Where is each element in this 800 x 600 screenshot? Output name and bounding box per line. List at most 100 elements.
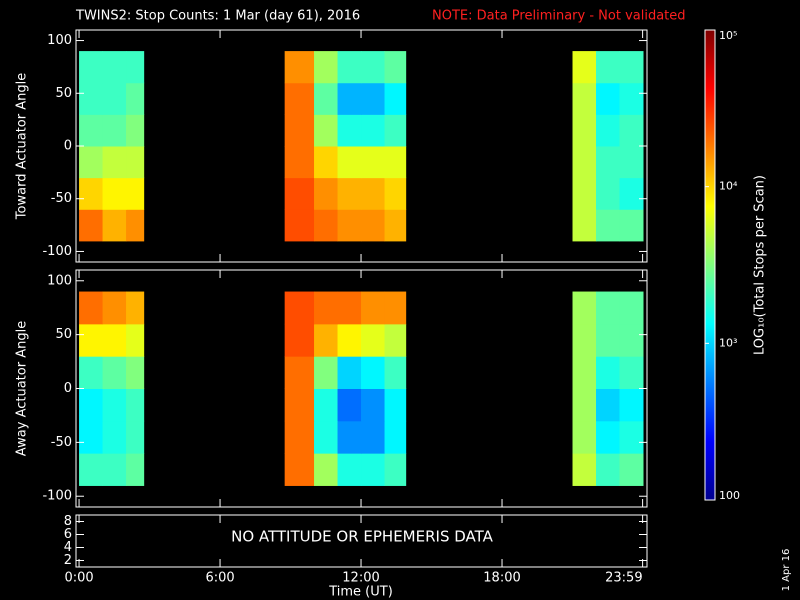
heat-cell [126,114,145,147]
x-tick-label: 18:00 [483,571,520,586]
heat-cell [79,291,104,325]
heat-cell [361,177,386,210]
heat-cell [79,82,104,115]
heat-cell [102,291,127,325]
colorbar-tick-label: 10³ [719,336,737,349]
heat-cell [314,114,339,147]
heat-cell [361,51,386,84]
heat-cell [314,388,339,422]
heat-cell [284,82,315,115]
note: NOTE: Data Preliminary - Not validated [432,9,686,24]
heat-cell [79,356,104,389]
heat-cell [572,323,597,357]
heat-cell [596,323,621,357]
heat-cell [337,209,362,242]
colorbar-tick-label: 10⁵ [719,29,737,42]
heat-cell [126,82,145,115]
heat-cell [79,420,104,454]
heat-cell [79,177,104,210]
heat-cell [361,146,386,179]
heat-cell [102,388,127,422]
heat-cell [337,291,362,325]
heat-cell [572,82,597,115]
date-stamp: 1 Apr 16 [781,549,792,592]
heat-cell [361,209,386,242]
heat-cell [596,453,621,486]
heat-cell [361,388,386,422]
heat-cell [337,51,362,84]
heat-cell [384,356,407,389]
heat-cell [314,420,339,454]
heat-cell [384,82,407,115]
heat-cell [572,453,597,486]
heat-cell [619,146,644,179]
x-axis-label: Time (UT) [328,585,393,600]
heat-cell [572,356,597,389]
heat-cell [572,388,597,422]
y-axis-label: Toward Actuator Angle [15,73,30,220]
heat-cell [284,291,315,325]
heat-cell [384,453,407,486]
heat-cell [314,82,339,115]
heat-cell [619,209,644,242]
heat-cell [596,388,621,422]
heat-cell [102,453,127,486]
heat-cell [79,51,104,84]
heat-cell [572,291,597,325]
y-tick-label: 6 [64,527,72,542]
heat-cell [284,177,315,210]
colorbar-tick-label: 100 [719,489,740,502]
chart-title: TWINS2: Stop Counts: 1 Mar (day 61), 201… [75,9,360,24]
heat-cell [79,453,104,486]
heat-cell [314,291,339,325]
heat-cell [314,356,339,389]
heat-cell [384,291,407,325]
y-tick-label: -100 [42,244,72,259]
heat-cell [337,82,362,115]
heat-cell [126,323,145,357]
y-axis-label: Away Actuator Angle [15,321,30,456]
heat-cell [102,177,127,210]
heat-cell [384,114,407,147]
y-tick-label: -100 [42,489,72,504]
colorbar-tick-label: 10⁴ [719,180,738,193]
heat-cell [384,420,407,454]
y-tick-label: 50 [55,86,72,101]
heat-cell [596,51,621,84]
heat-cell [102,114,127,147]
heat-cell [337,420,362,454]
heat-cell [79,323,104,357]
heat-cell [284,323,315,357]
heat-cell [619,388,644,422]
heat-cell [361,323,386,357]
heat-cell [314,453,339,486]
heat-cell [384,388,407,422]
y-tick-label: 100 [47,33,72,48]
heat-cell [361,291,386,325]
heat-cell [596,420,621,454]
heat-cell [361,453,386,486]
heat-cell [314,146,339,179]
heat-cell [596,82,621,115]
heat-cell [126,420,145,454]
heat-cell [126,177,145,210]
heat-cell [314,323,339,357]
heat-cell [619,51,644,84]
heat-cell [284,114,315,147]
y-tick-label: 0 [64,139,72,154]
heat-cell [79,388,104,422]
heat-cell [337,388,362,422]
heat-cell [102,82,127,115]
heat-cell [596,114,621,147]
heat-cell [619,323,644,357]
heat-cell [102,356,127,389]
heat-cell [361,82,386,115]
heat-cell [337,453,362,486]
x-tick-label: 23:59 [605,571,642,586]
x-tick-label: 12:00 [342,571,379,586]
colorbar [704,29,716,501]
y-tick-label: -50 [51,191,72,206]
heat-cell [384,146,407,179]
heat-cell [79,146,104,179]
heat-cell [79,209,104,242]
